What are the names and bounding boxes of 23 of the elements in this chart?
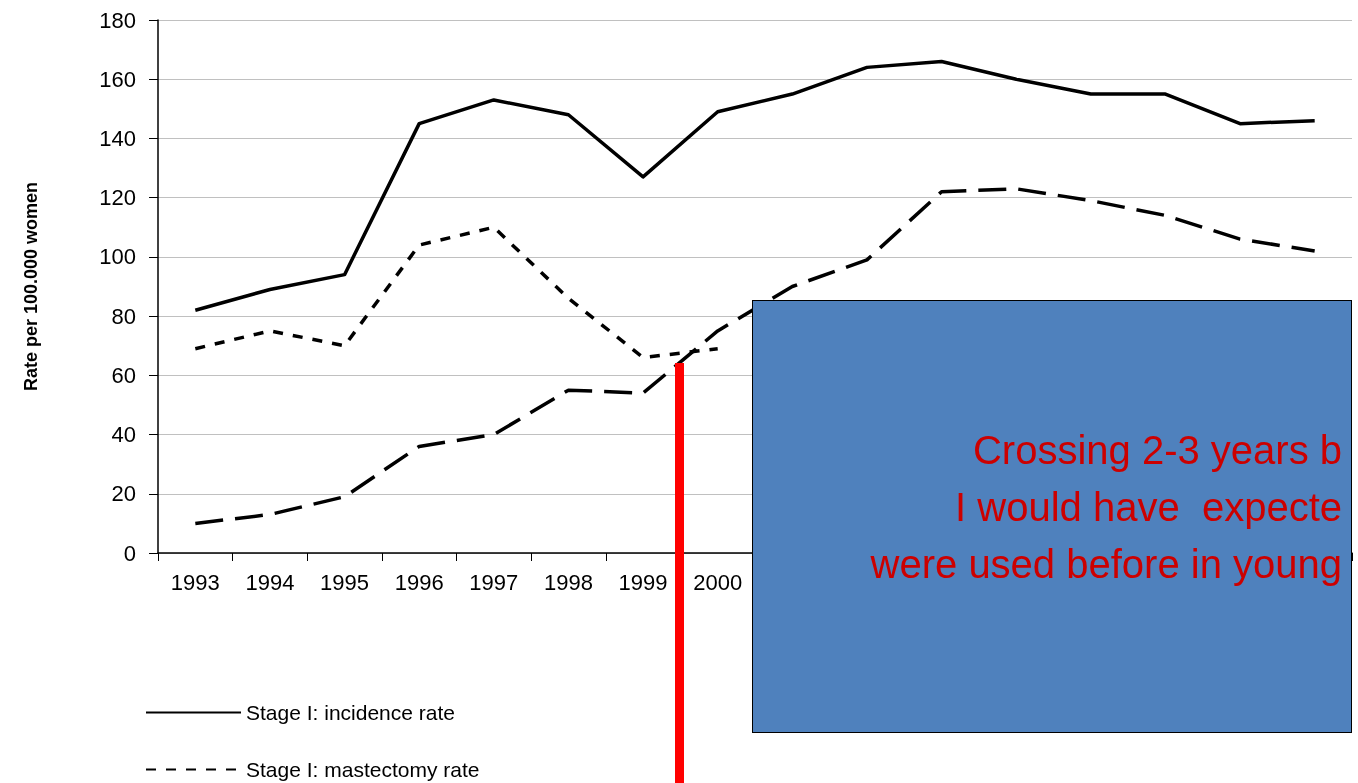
- y-axis-title: Rate per 100.000 women: [21, 181, 41, 392]
- x-tick-label: 1996: [394, 569, 444, 595]
- y-tick-label: 140: [99, 125, 136, 151]
- x-tick-label: 1997: [469, 569, 519, 595]
- y-tick-label: 100: [99, 244, 136, 270]
- y-tick-label: 60: [111, 362, 136, 388]
- x-tick-label: 2000: [693, 569, 743, 595]
- legend-label: Stage I: mastectomy rate: [246, 758, 480, 781]
- y-tick-label: 180: [99, 7, 136, 33]
- y-tick-label: 0: [123, 540, 136, 566]
- y-tick-label: 40: [111, 422, 136, 448]
- y-tick-label: 20: [111, 481, 136, 507]
- x-tick-label: 1995: [320, 569, 370, 595]
- legend-label: Stage I: incidence rate: [246, 701, 455, 724]
- y-tick-label: 80: [111, 303, 136, 329]
- x-tick-label: 1998: [543, 569, 593, 595]
- x-tick-label: 1999: [618, 569, 668, 595]
- line-series: [193, 59, 1317, 312]
- y-tick-label: 120: [99, 185, 136, 211]
- annotation: Crossing 2-3 years b I would have expecte were used before in young: [870, 427, 1342, 588]
- x-tick-label: 1993: [170, 569, 220, 595]
- y-tick-label: 160: [99, 66, 136, 92]
- x-tick-label: 1994: [245, 569, 295, 595]
